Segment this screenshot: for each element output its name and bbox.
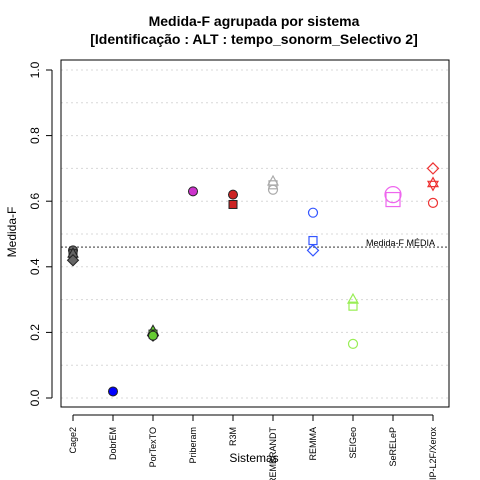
- data-point-circle: [228, 189, 238, 200]
- reference-line-label: Medida-F MÉDIA: [366, 238, 435, 248]
- data-point-circle: [347, 338, 359, 349]
- data-point-circle: [188, 186, 198, 197]
- data-point-diamond: [306, 244, 320, 257]
- data-point-diamond: [426, 162, 440, 175]
- data-point-triangle: [346, 292, 360, 304]
- chart-title-line1: Medida-F agrupada por sistema: [149, 13, 360, 29]
- x-tick-label: REMMA: [308, 427, 318, 461]
- x-tick-label: XIP-L2F/Xerox: [428, 427, 438, 480]
- x-tick-label: Cage2: [68, 427, 78, 454]
- data-point-big-square: [385, 191, 401, 208]
- plot-frame: [60, 59, 450, 408]
- chart-title-line2: [Identificação : ALT : tempo_sonorm_Sele…: [90, 31, 418, 47]
- x-tick-label: SeRELeP: [388, 427, 398, 467]
- data-point-circle: [427, 197, 439, 208]
- data-point-circle: [267, 184, 279, 195]
- y-axis: 0.0 0.2 0.4 0.6 0.8 1.0: [28, 61, 53, 406]
- x-tick-label: REMBRANDT: [268, 427, 278, 480]
- data-point-square: [308, 235, 318, 246]
- data-point-triangle-down: [426, 180, 440, 192]
- data-points: [66, 162, 440, 397]
- x-axis-title: Sistemas: [229, 451, 278, 465]
- x-tick-label: PorTexTO: [148, 427, 158, 467]
- data-point-square: [348, 301, 358, 311]
- y-tick-label: 0.8: [28, 127, 42, 144]
- data-point-square: [228, 199, 238, 209]
- x-tick-label: R3M: [228, 427, 238, 446]
- y-tick-label: 1.0: [28, 61, 42, 78]
- x-axis: Cage2 DobrEM PorTexTO Priberam R3M REMBRANDT R…: [68, 414, 438, 480]
- y-tick-label: 0.2: [28, 324, 42, 341]
- reference-line-group: Medida-F MÉDIA: [61, 238, 449, 248]
- x-tick-label: DobrEM: [108, 427, 118, 460]
- y-tick-label: 0.0: [28, 389, 42, 406]
- data-point-diamond: [66, 254, 80, 267]
- x-tick-label: SEIGeo: [348, 427, 358, 459]
- data-point-circle: [148, 330, 158, 341]
- y-tick-label: 0.4: [28, 258, 42, 275]
- data-point-circle: [108, 386, 118, 397]
- y-axis-title: Medida-F: [5, 207, 19, 258]
- data-point-square: [268, 180, 278, 190]
- data-point-big-circle: [384, 186, 402, 204]
- y-tick-label: 0.6: [28, 193, 42, 210]
- data-point-triangle: [426, 176, 440, 188]
- data-point-circle: [307, 207, 319, 218]
- x-tick-label: Priberam: [188, 427, 198, 464]
- grid-lines: [61, 69, 449, 399]
